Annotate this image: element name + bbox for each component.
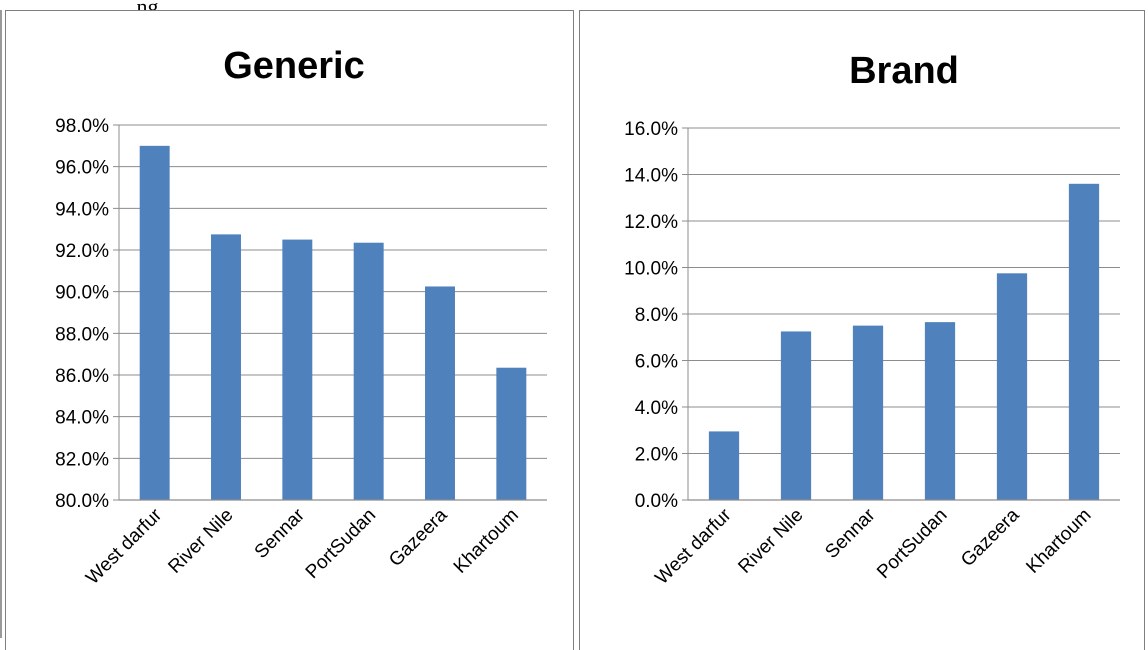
brand-category-label: Gazeera <box>957 504 1024 571</box>
generic-y-tick-label: 96.0% <box>55 158 109 179</box>
brand-y-tick-label: 6.0% <box>635 352 678 373</box>
brand-y-tick-label: 8.0% <box>635 305 678 326</box>
generic-chart: Generic 80.0% 82.0% 84.0% 86.0% 88.0% 90.0% 92.… <box>55 45 547 589</box>
brand-category-label: Khartoum <box>1022 505 1095 578</box>
generic-y-tick-label: 82.0% <box>55 449 109 470</box>
brand-y-tick-label: 0.0% <box>635 491 678 512</box>
page-border-left <box>0 10 2 638</box>
generic-category-label: Gazeera <box>385 504 452 571</box>
brand-y-tick-label: 14.0% <box>624 166 678 187</box>
generic-chart-panel: Generic 80.0% 82.0% 84.0% 86.0% 88.0% 90.0% 92.… <box>5 10 574 650</box>
brand-bar <box>924 322 956 500</box>
brand-chart-panel: Brand 0.0% 2.0% 4.0% 6.0% 8.0% 10.0% 12.0% 14.0%… <box>579 10 1145 650</box>
generic-bar <box>425 286 455 500</box>
generic-category-label: West darfur <box>82 504 167 589</box>
brand-y-tick-label: 2.0% <box>635 445 678 466</box>
generic-y-tick-label: 84.0% <box>55 408 109 429</box>
generic-y-tick-label: 92.0% <box>55 241 109 262</box>
brand-y-tick-label: 4.0% <box>635 398 678 419</box>
brand-y-tick-label: 12.0% <box>624 212 678 233</box>
generic-y-tick-label: 90.0% <box>55 283 109 304</box>
brand-chart: Brand 0.0% 2.0% 4.0% 6.0% 8.0% 10.0% 12.0% 14.0%… <box>624 50 1120 589</box>
generic-chart-title: Generic <box>223 45 365 87</box>
generic-category-label: Sennar <box>251 504 310 563</box>
generic-y-tick-label: 80.0% <box>55 491 109 512</box>
brand-y-tick-label: 16.0% <box>624 119 678 140</box>
generic-bar <box>282 239 313 501</box>
brand-category-label: West darfur <box>651 504 736 589</box>
generic-bar <box>211 234 241 500</box>
generic-category-label: Khartoum <box>450 505 523 578</box>
generic-bar <box>139 145 170 501</box>
brand-chart-title: Brand <box>849 50 959 92</box>
generic-y-tick-label: 86.0% <box>55 366 109 387</box>
brand-category-label: Sennar <box>821 504 880 563</box>
generic-bar <box>496 367 527 500</box>
brand-bar <box>852 325 884 500</box>
brand-bar <box>780 331 812 500</box>
brand-bar <box>1068 183 1100 501</box>
brand-bar <box>708 431 740 500</box>
brand-bar <box>996 273 1028 500</box>
brand-category-label: River Nile <box>734 505 807 578</box>
generic-y-tick-label: 94.0% <box>55 199 109 220</box>
brand-y-tick-label: 10.0% <box>624 259 678 280</box>
generic-y-tick-label: 88.0% <box>55 324 109 345</box>
generic-category-label: River Nile <box>164 505 237 578</box>
generic-bar <box>353 242 384 501</box>
generic-category-label: PortSudan <box>302 505 380 583</box>
brand-category-label: PortSudan <box>873 505 951 583</box>
generic-y-tick-label: 98.0% <box>55 116 109 137</box>
